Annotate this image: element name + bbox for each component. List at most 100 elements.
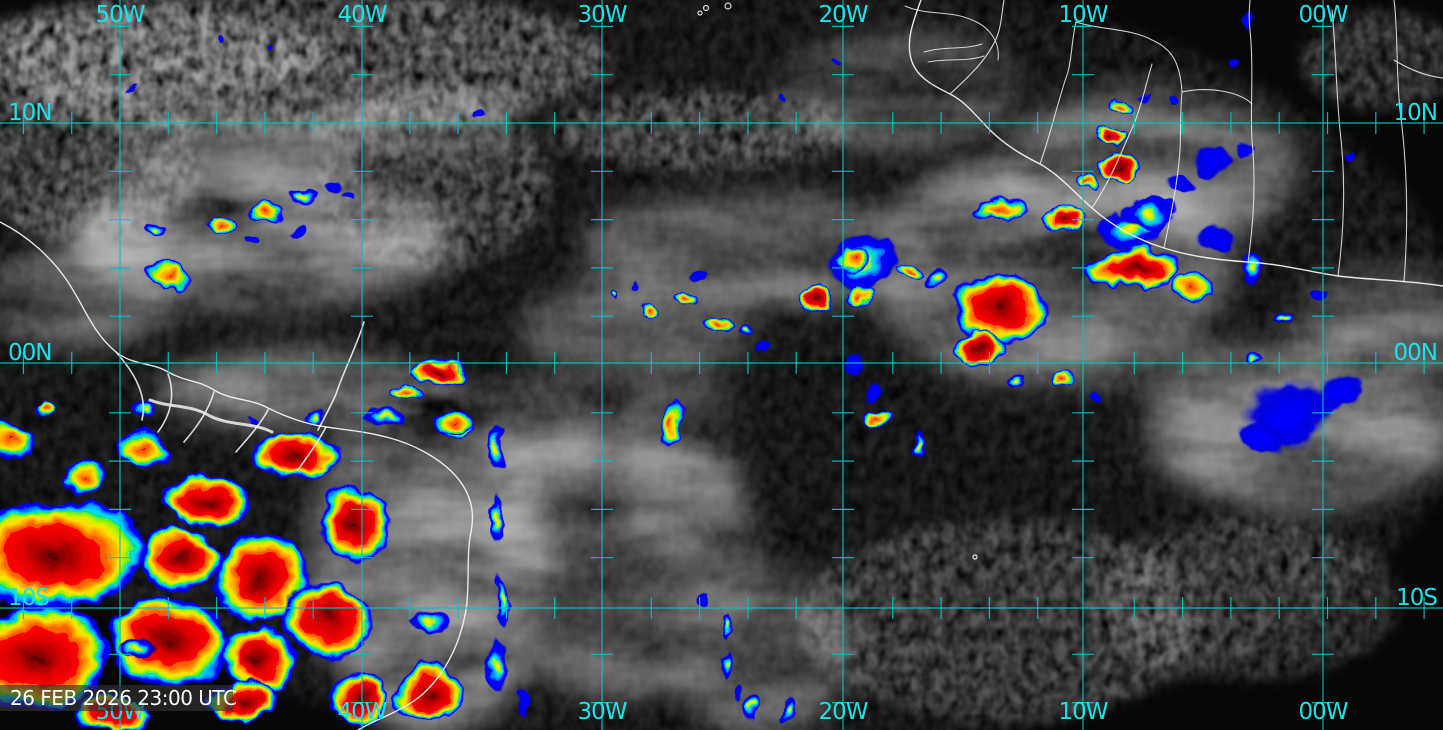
convective-cell-s [0,497,140,613]
convective-cell-m [899,267,925,285]
convective-cell-w [719,655,733,677]
convective-cell-s [110,594,230,686]
convective-cell-w [287,194,313,212]
coastline-south-america [0,221,474,730]
convective-cell-b [1169,91,1183,101]
convective-cell-w [412,610,448,634]
country-border [1393,59,1443,79]
cloud-patch [780,30,1020,150]
convective-cell-b [735,682,745,698]
convective-cell-b [1190,143,1230,173]
convective-cell-w [368,411,402,433]
island-outline [702,4,710,12]
convective-cell-b [131,87,139,93]
convective-cell-m [705,310,739,326]
convective-cell-w [150,221,168,235]
convective-cell-m [659,402,685,454]
convective-cell-b [1312,294,1328,306]
convective-cell-w [489,637,507,693]
convective-cell-m [32,396,58,414]
convective-cells-layer [0,11,1364,730]
cloud-patch [120,110,360,210]
convective-cell-m [64,461,112,495]
cloud-patch [150,350,450,430]
convective-cell-m [1107,99,1133,113]
convective-cell-b [692,267,708,277]
gambia-rivers [923,43,985,63]
convective-cell-w [717,614,729,644]
convective-cell-m [1054,361,1076,379]
country-border [1039,21,1077,165]
convective-cell-b [1239,11,1253,29]
convective-cell-b [865,383,879,401]
convective-cell-s [317,484,397,556]
convective-cell-w [1120,194,1172,234]
convective-cell-s [160,468,250,528]
cloud-patch [1290,270,1443,390]
convective-cell-b [1225,51,1237,61]
convective-cell-m [203,215,233,235]
convective-cell-m [1168,277,1216,303]
convective-cell-b [266,44,274,52]
convective-cell-b [634,278,646,286]
cloud-patch [0,10,330,100]
convective-cell-m [972,193,1028,219]
country-border [1331,9,1345,277]
convective-cell-w [927,270,945,294]
timestamp-bar: 26 FEB 2026 23:00 UTC [0,685,237,711]
convective-cell-m [0,420,33,464]
cloud-patch [800,520,1200,720]
convective-cell-m [246,200,278,222]
convective-cell-b [836,56,844,64]
convective-cell-w [492,572,508,628]
cloud-patch [0,250,180,350]
country-border [949,0,1005,95]
country-border [1181,89,1253,105]
convective-cell-b [1132,90,1148,100]
convective-cell-m [119,431,177,469]
convective-cell-b [242,235,258,245]
convective-cell-w [122,642,158,658]
convective-cell-b [338,195,352,205]
convective-cell-b [1089,389,1103,403]
convective-cell-m [1078,172,1102,188]
convective-cell-m [645,298,665,314]
convective-cell-m [396,381,424,399]
convective-cell-m [843,287,873,305]
country-border [1075,21,1183,93]
convective-cell-w [1275,313,1295,327]
convective-cell-w [1243,253,1269,287]
convective-cell-s [328,668,388,716]
convective-cell-w [911,429,929,455]
island-outline [697,10,703,16]
convective-cell-b [473,111,483,119]
convective-cell-s [1097,128,1127,148]
convective-cell-m [433,407,471,433]
convective-cell-m [835,250,875,274]
convective-cell-s [135,530,215,590]
cloud-patch [1100,520,1400,680]
island-outline [724,2,732,10]
convective-cell-b [749,342,767,352]
timestamp-label: 26 FEB 2026 23:00 UTC [10,686,237,710]
convective-cell-s [961,332,1009,360]
convective-cell-s [258,431,338,485]
convective-cell-w [739,325,757,335]
convective-cell-w [1013,373,1031,387]
convective-cell-b [318,186,338,200]
country-border [1163,91,1183,249]
island-outline [972,554,978,560]
convective-cell-s [954,273,1042,343]
convective-cell-s [1085,247,1185,289]
convective-cell-s [1041,207,1083,229]
convective-cell-b [846,351,864,373]
convective-cell-b [1345,155,1355,165]
convective-cell-b [213,36,223,44]
convective-cell-s [799,286,831,314]
cloud-patch [480,380,600,500]
convective-cell-s [220,630,300,690]
country-border [1247,0,1255,263]
